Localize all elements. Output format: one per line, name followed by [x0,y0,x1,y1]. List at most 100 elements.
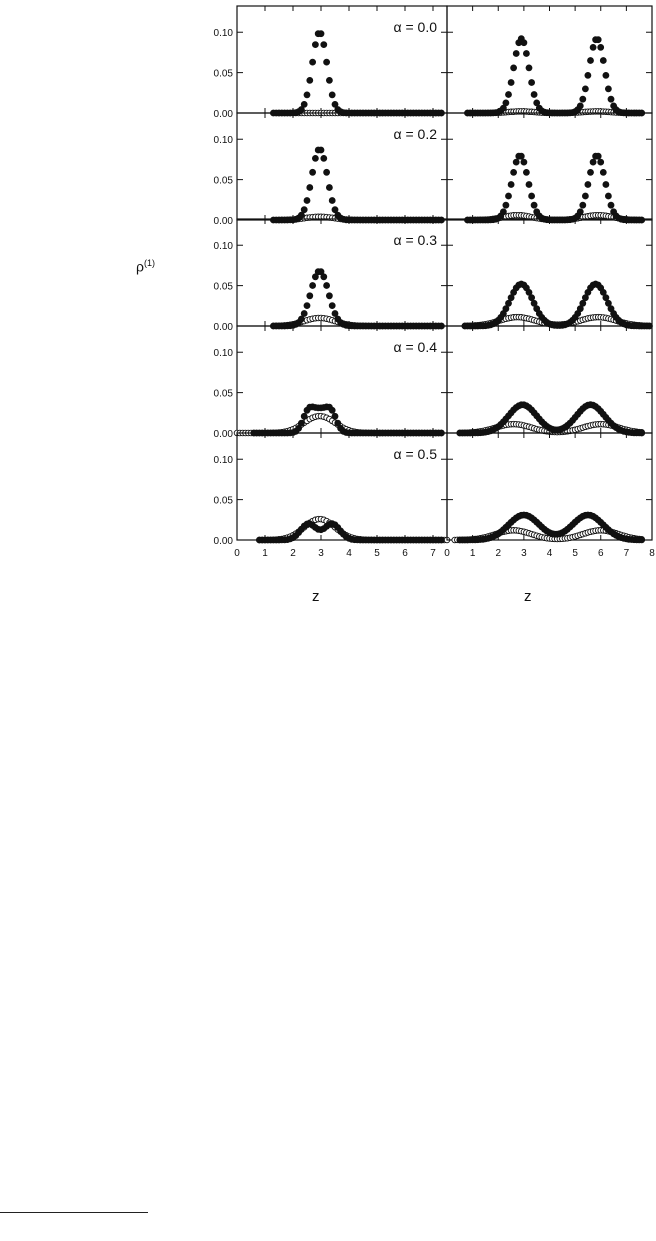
filled-point [328,91,336,99]
x-tick-label: 2 [290,548,296,559]
panel-frame-r1-c1 [446,112,653,221]
filled-point [510,168,517,176]
y-tick-label: 0.05 [214,282,234,293]
x-tick-label: 1 [262,548,268,559]
filled-point [507,79,515,86]
y-tick-label: 0.05 [214,176,234,187]
filled-point [320,273,328,281]
filled-point [331,101,339,108]
filled-point [325,292,333,300]
filled-point [300,412,308,420]
filled-point [300,206,308,214]
y-axis-label: ρ(1) [136,258,155,275]
y-tick-label: 0.00 [214,216,234,227]
filled-point [317,146,325,154]
filled-series-r2-c0 [269,268,445,330]
filled-point [300,101,308,108]
x-tick-label: 7 [624,548,630,559]
filled-point [517,152,525,160]
filled-point [323,58,330,66]
x-tick-label: 4 [547,548,553,559]
y-tick-label: 0.05 [214,389,234,400]
filled-point [587,168,594,176]
x-tick-label: 3 [521,548,527,559]
panel-frame-r0-c1 [446,5,653,114]
filled-point [499,208,507,216]
filled-point [579,95,587,103]
y-axis-label-superscript: (1) [143,258,155,268]
alpha-label: α = 0.3 [393,232,437,248]
alpha-label: α = 0.5 [393,446,437,462]
filled-point [597,44,605,51]
filled-point [525,288,533,296]
filled-point [594,152,602,160]
filled-point [328,406,336,414]
filled-point [437,536,445,544]
filled-point [325,184,333,191]
filled-point [309,58,316,66]
x-axis-label-right: z [524,588,532,605]
filled-point [505,299,512,307]
filled-point [306,184,314,191]
filled-point [303,302,311,309]
filled-point [605,85,612,93]
filled-point [520,39,528,47]
filled-series-r3-c1 [456,401,646,437]
x-tick-label: 5 [572,548,578,559]
filled-point [525,181,533,188]
filled-point [589,158,597,166]
filled-point [602,72,610,79]
filled-point [437,216,445,224]
filled-point [599,288,607,296]
panel-frame-r2-c1 [446,218,653,327]
filled-point [597,158,605,166]
filled-point [309,282,316,289]
filled-point [579,299,587,307]
figure: 0.00 0.05 0.10 α = 0.0 0.00 0.05 0.10 α = 0.2 0.… [0,0,656,620]
filled-point [582,192,589,200]
alpha-label: α = 0.0 [393,19,437,35]
filled-point [325,77,333,84]
filled-point [328,197,336,204]
filled-point [297,315,305,323]
filled-point [311,273,319,281]
footnote-rule [0,1212,148,1213]
filled-series-r1-c1 [464,152,646,224]
filled-point [602,181,610,188]
filled-point [576,208,584,216]
filled-point [505,91,512,98]
filled-point [528,192,535,200]
filled-point [523,168,530,176]
filled-point [328,302,336,309]
filled-point [303,91,311,99]
filled-point [502,201,510,209]
filled-point [530,91,538,98]
filled-point [523,50,530,57]
y-tick-label: 0.10 [214,28,234,39]
filled-point [530,299,538,307]
filled-point [512,158,520,166]
filled-series-r4-c0 [255,520,445,544]
filled-point [331,206,339,214]
filled-point [579,201,587,209]
panel-frame-r4-c1 [446,432,653,541]
filled-point [587,57,594,64]
filled-point [584,72,592,79]
y-tick-label: 0.10 [214,348,234,359]
x-tick-label: 0 [444,548,450,559]
filled-point [607,95,615,103]
filled-point [525,64,533,72]
filled-point [311,41,319,48]
filled-point [510,64,517,72]
y-tick-label: 0.05 [214,69,234,80]
filled-point [320,41,328,48]
filled-point [311,154,319,162]
x-tick-label: 1 [470,548,476,559]
y-tick-label: 0.00 [214,536,234,547]
filled-point [638,536,646,544]
filled-point [530,201,538,209]
alpha-label: α = 0.2 [393,126,437,142]
filled-series-r4-c1 [456,511,646,544]
x-tick-label: 6 [598,548,604,559]
filled-point [602,294,610,302]
